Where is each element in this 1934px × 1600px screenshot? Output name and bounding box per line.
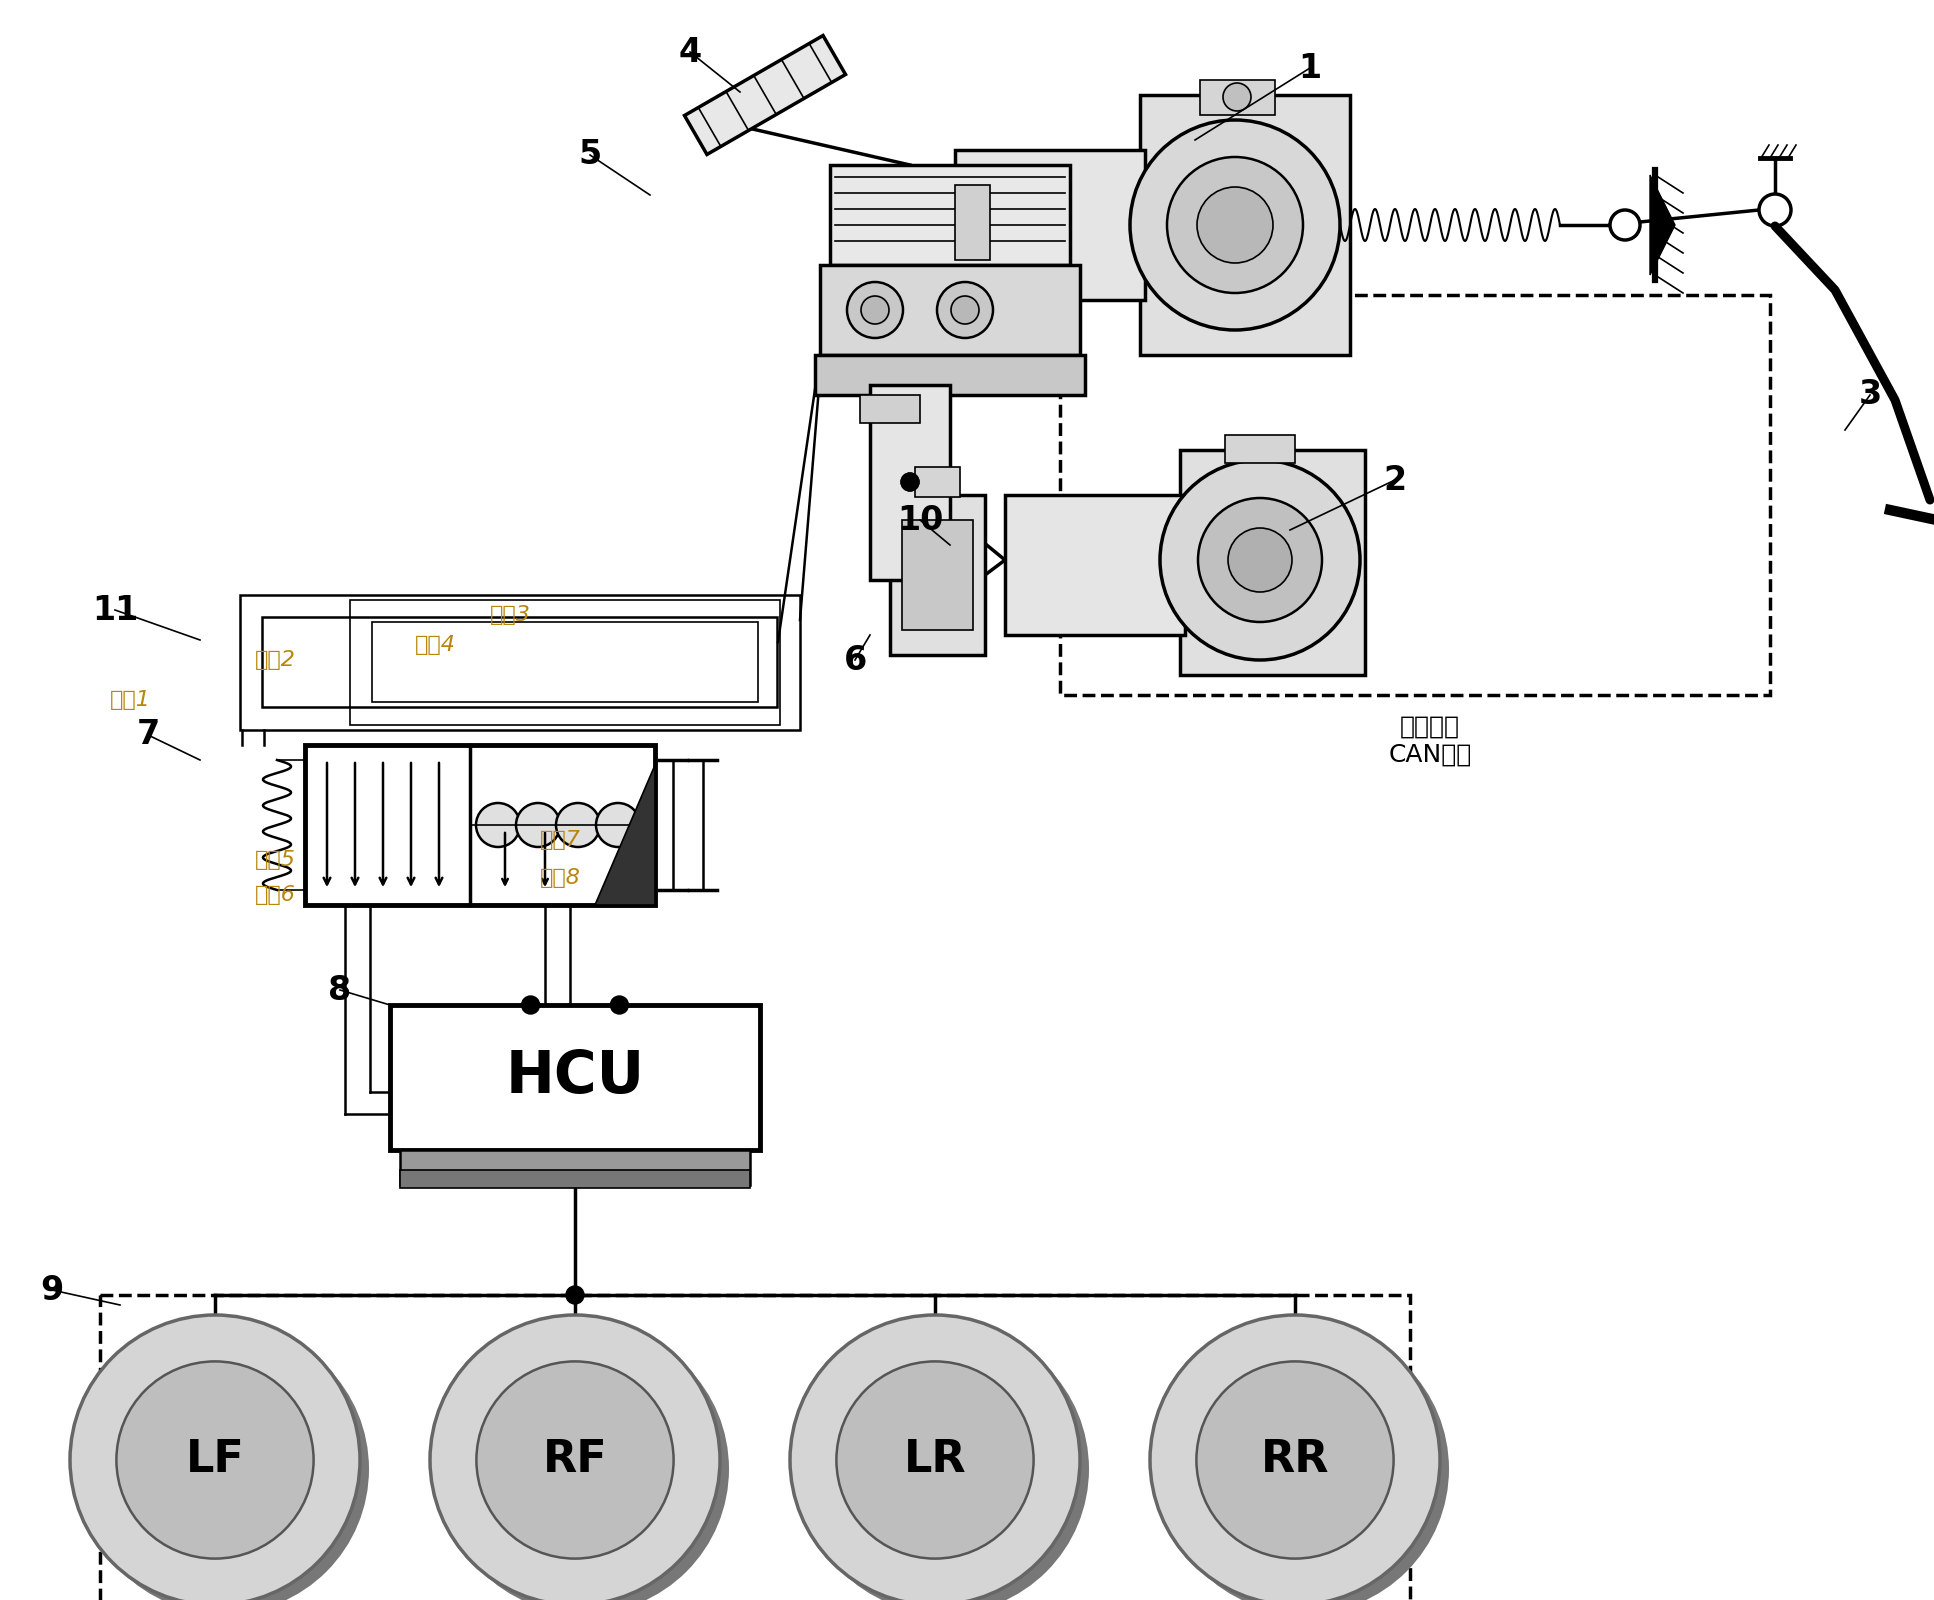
- Circle shape: [116, 1362, 313, 1558]
- Text: 5: 5: [578, 139, 601, 171]
- Circle shape: [1222, 83, 1251, 110]
- Text: 回路5: 回路5: [255, 850, 296, 870]
- Bar: [306, 746, 656, 906]
- Circle shape: [611, 995, 629, 1014]
- Circle shape: [1160, 461, 1360, 659]
- Bar: [400, 1150, 750, 1186]
- Bar: [1006, 494, 1186, 635]
- Text: HCU: HCU: [505, 1048, 644, 1106]
- Circle shape: [79, 1325, 369, 1600]
- Bar: [861, 395, 921, 422]
- Bar: [240, 595, 801, 730]
- Circle shape: [861, 296, 890, 323]
- Circle shape: [1228, 528, 1292, 592]
- Circle shape: [1151, 1315, 1441, 1600]
- Bar: [1060, 294, 1770, 694]
- Text: 回路7: 回路7: [540, 830, 580, 850]
- Circle shape: [555, 803, 600, 846]
- Bar: [955, 150, 1145, 301]
- Bar: [1139, 94, 1350, 355]
- Circle shape: [439, 1325, 729, 1600]
- Text: 回路4: 回路4: [416, 635, 456, 654]
- Circle shape: [1760, 194, 1791, 226]
- Circle shape: [1197, 498, 1323, 622]
- Text: 8: 8: [329, 973, 352, 1006]
- Text: LF: LF: [186, 1438, 244, 1482]
- Circle shape: [567, 1286, 584, 1304]
- Circle shape: [1129, 120, 1340, 330]
- Text: 1: 1: [1298, 51, 1321, 85]
- Bar: [1180, 450, 1365, 675]
- Circle shape: [901, 474, 919, 491]
- Bar: [915, 467, 959, 498]
- Bar: [901, 520, 973, 630]
- Circle shape: [799, 1325, 1089, 1600]
- Text: 3: 3: [1859, 379, 1882, 411]
- Text: 回路3: 回路3: [489, 605, 530, 626]
- Circle shape: [596, 803, 640, 846]
- Circle shape: [1166, 157, 1304, 293]
- Circle shape: [847, 282, 903, 338]
- Circle shape: [1197, 1362, 1394, 1558]
- Text: RF: RF: [543, 1438, 607, 1482]
- Text: 回路8: 回路8: [540, 867, 580, 888]
- Circle shape: [516, 803, 561, 846]
- Text: 4: 4: [679, 35, 702, 69]
- Bar: [391, 1005, 760, 1150]
- Bar: [400, 1170, 750, 1187]
- Polygon shape: [685, 35, 845, 155]
- Circle shape: [70, 1315, 360, 1600]
- Text: LR: LR: [903, 1438, 967, 1482]
- Circle shape: [1197, 187, 1273, 262]
- Bar: [814, 355, 1085, 395]
- Circle shape: [789, 1315, 1079, 1600]
- Bar: [261, 618, 777, 707]
- Text: 2: 2: [1383, 464, 1406, 496]
- Text: 9: 9: [41, 1274, 64, 1307]
- Bar: [955, 186, 990, 259]
- Bar: [820, 266, 1079, 355]
- Text: 7: 7: [137, 718, 161, 752]
- Circle shape: [1158, 1325, 1449, 1600]
- Circle shape: [429, 1315, 719, 1600]
- Bar: [101, 1294, 1410, 1600]
- Text: 回路6: 回路6: [255, 885, 296, 906]
- Circle shape: [476, 803, 520, 846]
- Text: 回路2: 回路2: [255, 650, 296, 670]
- Bar: [870, 386, 950, 579]
- Text: 11: 11: [93, 594, 137, 627]
- Circle shape: [476, 1362, 673, 1558]
- Bar: [371, 622, 758, 702]
- Text: 回路1: 回路1: [110, 690, 151, 710]
- Circle shape: [835, 1362, 1033, 1558]
- Circle shape: [522, 995, 540, 1014]
- Circle shape: [901, 474, 919, 491]
- Bar: [890, 494, 984, 654]
- Bar: [350, 600, 779, 725]
- Circle shape: [952, 296, 979, 323]
- Bar: [830, 165, 1070, 266]
- Circle shape: [936, 282, 992, 338]
- Text: 10: 10: [897, 504, 944, 536]
- Circle shape: [1609, 210, 1640, 240]
- Bar: [1199, 80, 1275, 115]
- Text: 6: 6: [843, 643, 866, 677]
- Text: 控制器间
CAN通讯: 控制器间 CAN通讯: [1389, 715, 1472, 766]
- Bar: [1224, 435, 1296, 462]
- Polygon shape: [596, 765, 656, 906]
- Polygon shape: [1650, 174, 1675, 275]
- Text: RR: RR: [1261, 1438, 1329, 1482]
